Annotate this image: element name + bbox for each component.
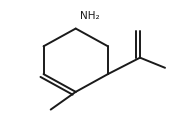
Text: NH₂: NH₂ <box>80 11 100 21</box>
